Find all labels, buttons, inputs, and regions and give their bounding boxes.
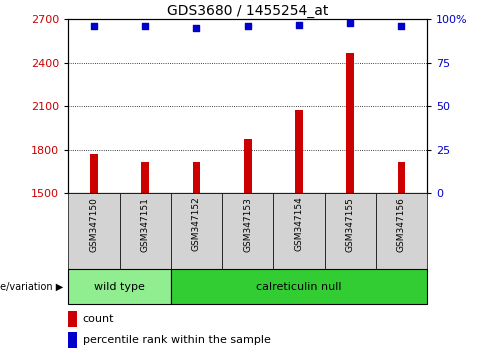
Bar (222, 193, 273, 269)
Bar (171, 193, 222, 269)
Bar (244, 139, 251, 193)
Bar (325, 193, 376, 269)
Bar (68, 269, 171, 304)
Bar (273, 193, 325, 269)
Point (90, 24, 98, 29)
Text: GSM347156: GSM347156 (397, 197, 406, 252)
Text: percentile rank within the sample: percentile rank within the sample (82, 335, 270, 345)
Bar (171, 269, 427, 304)
Point (193, 25, 201, 31)
Title: GDS3680 / 1455254_at: GDS3680 / 1455254_at (167, 5, 328, 18)
Text: wild type: wild type (94, 282, 145, 292)
Bar (346, 53, 354, 193)
Point (244, 23, 252, 28)
Text: GSM347151: GSM347151 (141, 197, 150, 252)
Text: genotype/variation ▶: genotype/variation ▶ (0, 282, 63, 292)
Point (142, 24, 149, 29)
Point (398, 24, 406, 29)
Text: GSM347155: GSM347155 (346, 197, 355, 252)
Bar (398, 162, 405, 193)
Bar (376, 193, 427, 269)
Text: calreticulin null: calreticulin null (256, 282, 342, 292)
Bar (68, 311, 77, 327)
Bar (90, 154, 98, 193)
Bar (68, 193, 120, 269)
Text: GSM347154: GSM347154 (294, 197, 304, 251)
Bar (120, 193, 171, 269)
Bar (193, 162, 200, 193)
Bar (295, 110, 303, 193)
Point (346, 20, 354, 26)
Bar (142, 162, 149, 193)
Text: GSM347153: GSM347153 (243, 197, 252, 252)
Bar (68, 332, 77, 348)
Point (295, 22, 303, 28)
Text: GSM347152: GSM347152 (192, 197, 201, 251)
Text: GSM347150: GSM347150 (89, 197, 99, 252)
Text: count: count (82, 314, 114, 324)
